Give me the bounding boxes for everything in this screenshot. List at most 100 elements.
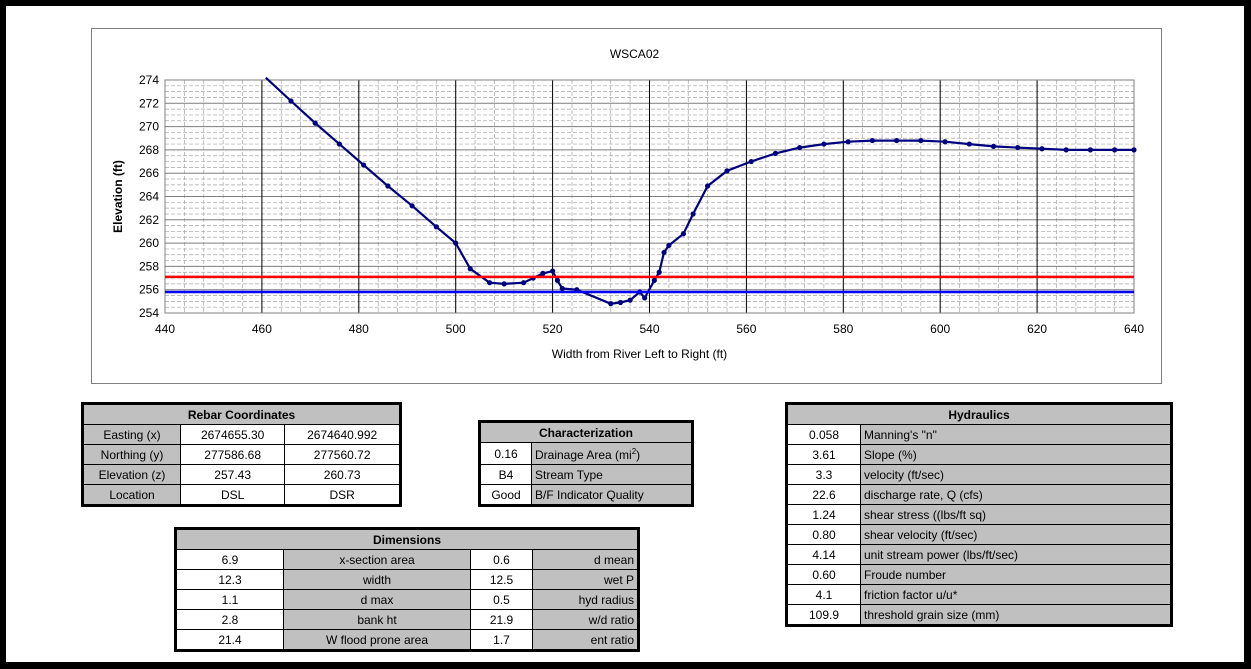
data-point [724, 168, 730, 174]
data-point [453, 240, 459, 246]
characterization-title: Characterization [479, 421, 693, 443]
dimensions-table: Dimensions 6.9 x-section area 0.6 d mean… [174, 527, 640, 652]
y-tick-label: 272 [139, 96, 159, 110]
hyd-label: unit stream power (lbs/ft/sec) [860, 544, 1172, 565]
chart-area: 254 256 258 260 262 264 266 268 270 272 274 440 460 4… [91, 28, 1162, 384]
rebar-value: 257.43 [179, 464, 286, 485]
dim-value: 1.7 [470, 629, 533, 651]
hyd-value: 22.6 [786, 484, 861, 505]
y-tick-label: 258 [139, 259, 159, 273]
y-tick-label: 266 [139, 166, 159, 180]
data-point [690, 211, 696, 217]
table-row: 109.9 threshold grain size (mm) [786, 604, 1172, 626]
data-point [666, 242, 672, 249]
x-tick-label: 540 [639, 322, 659, 336]
dim-label: ent ratio [532, 629, 639, 651]
x-tick-label: 500 [446, 322, 466, 336]
x-tick-label: 640 [1124, 322, 1144, 336]
table-row: 0.60 Froude number [786, 564, 1172, 585]
data-point [705, 183, 711, 189]
dim-label: d mean [532, 549, 639, 570]
table-row: 22.6 discharge rate, Q (cfs) [786, 484, 1172, 505]
rebar-label: Elevation (z) [82, 464, 181, 485]
dim-value: 12.5 [470, 569, 533, 590]
hyd-value: 4.1 [786, 584, 861, 605]
hyd-value: 109.9 [786, 604, 861, 626]
data-point [661, 249, 667, 256]
chart-title: WSCA02 [610, 47, 660, 61]
table-row: Easting (x) 2674655.30 2674640.992 [82, 424, 401, 445]
rebar-label: Location [82, 484, 181, 506]
data-point [797, 144, 803, 151]
data-point [642, 295, 648, 301]
x-tick-label: 460 [252, 322, 272, 336]
data-point [656, 269, 662, 275]
table-row: 2.8 bank ht 21.9 w/d ratio [175, 609, 639, 630]
data-point [559, 285, 565, 292]
table-row: Elevation (z) 257.43 260.73 [82, 464, 401, 485]
hyd-value: 0.058 [786, 424, 861, 445]
dim-value: 2.8 [175, 609, 284, 630]
data-point [312, 120, 318, 126]
data-point [1063, 147, 1069, 153]
char-label: B/F Indicator Quality [531, 484, 693, 506]
data-point [893, 137, 900, 144]
data-point [821, 141, 827, 147]
data-point [990, 143, 997, 150]
data-point [1039, 146, 1045, 152]
data-point [550, 268, 556, 274]
y-tick-label: 270 [139, 120, 159, 134]
worksheet: 254 256 258 260 262 264 266 268 270 272 274 440 460 4… [6, 6, 1244, 662]
rebar-title: Rebar Coordinates [82, 403, 401, 425]
rebar-value: 277586.68 [179, 444, 286, 465]
hyd-value: 3.61 [786, 444, 861, 465]
char-label: Drainage Area (mi2) [531, 442, 693, 465]
dim-label: w/d ratio [532, 609, 639, 630]
y-tick-label: 264 [139, 190, 159, 204]
table-row: 1.24 shear stress ((lbs/ft sq) [786, 504, 1172, 525]
x-tick-label: 580 [833, 322, 853, 336]
dim-label: x-section area [283, 549, 471, 570]
table-row: B4 Stream Type [479, 464, 693, 485]
data-point [1131, 147, 1137, 153]
hyd-value: 3.3 [786, 464, 861, 485]
data-point [680, 231, 687, 237]
rebar-value: 2674655.30 [179, 424, 286, 445]
data-point [617, 299, 624, 306]
table-row: 12.3 width 12.5 wet P [175, 569, 639, 590]
x-tick-label: 520 [543, 322, 563, 336]
dim-value: 12.3 [175, 569, 284, 590]
data-point [336, 141, 343, 147]
cross-section-chart: 254 256 258 260 262 264 266 268 270 272 274 440 460 4… [111, 47, 1144, 361]
table-row: 0.058 Manning's "n" [786, 424, 1172, 445]
table-row: 4.1 friction factor u/u* [786, 584, 1172, 605]
dim-label: width [283, 569, 471, 590]
table-row: 1.1 d max 0.5 hyd radius [175, 589, 639, 610]
rebar-value: 260.73 [284, 464, 401, 485]
dim-label: hyd radius [532, 589, 639, 610]
data-point [554, 277, 561, 283]
hyd-value: 0.80 [786, 524, 861, 545]
y-tick-label: 254 [139, 306, 159, 320]
x-tick-label: 620 [1027, 322, 1047, 336]
rebar-coordinates-table: Rebar Coordinates Easting (x) 2674655.30… [81, 402, 402, 507]
hyd-label: Slope (%) [860, 444, 1172, 465]
char-value: B4 [479, 464, 532, 485]
char-value: Good [479, 484, 532, 506]
plot-frame [164, 79, 1135, 314]
data-point [772, 150, 779, 156]
table-row: 3.3 velocity (ft/sec) [786, 464, 1172, 485]
hyd-label: discharge rate, Q (cfs) [860, 484, 1172, 505]
data-point [942, 139, 948, 145]
x-tick-label: 480 [349, 322, 369, 336]
dim-label: bank ht [283, 609, 471, 630]
data-point [467, 266, 473, 272]
table-row: Location DSL DSR [82, 484, 401, 506]
data-point [288, 98, 294, 104]
dim-label: wet P [532, 569, 639, 590]
char-label: Stream Type [531, 464, 693, 485]
rebar-label: Northing (y) [82, 444, 181, 465]
data-point [1087, 147, 1093, 153]
dim-label: d max [283, 589, 471, 610]
rebar-value: DSR [284, 484, 401, 506]
